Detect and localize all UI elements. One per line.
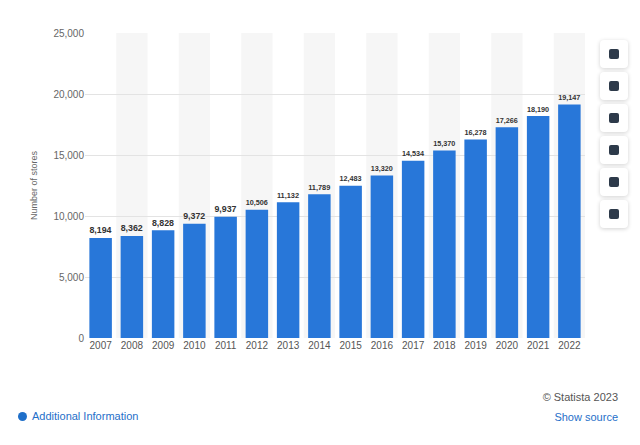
svg-text:2021: 2021	[527, 340, 550, 351]
svg-text:8,194: 8,194	[89, 225, 111, 235]
svg-text:8,828: 8,828	[152, 218, 174, 228]
svg-text:2016: 2016	[371, 340, 394, 351]
svg-text:2017: 2017	[402, 340, 425, 351]
html-text:Additional Information: Additional Information	[32, 410, 139, 422]
svg-text:2009: 2009	[152, 340, 175, 351]
svg-text:2020: 2020	[496, 340, 519, 351]
svg-text:9,937: 9,937	[214, 204, 236, 214]
svg-text:2015: 2015	[340, 340, 363, 351]
svg-text:2012: 2012	[246, 340, 269, 351]
svg-text:18,190: 18,190	[527, 105, 549, 114]
svg-text:11,132: 11,132	[277, 191, 299, 200]
svg-text:2007: 2007	[90, 340, 113, 351]
svg-text:Number of stores: Number of stores	[29, 150, 39, 220]
svg-text:9,372: 9,372	[183, 211, 205, 221]
svg-text:16,278: 16,278	[464, 128, 486, 137]
svg-text:2013: 2013	[277, 340, 300, 351]
svg-text:15,000: 15,000	[53, 150, 84, 161]
svg-text:2010: 2010	[183, 340, 206, 351]
svg-text:19,147: 19,147	[558, 93, 580, 102]
svg-text:10,000: 10,000	[53, 211, 84, 222]
svg-text:2019: 2019	[465, 340, 488, 351]
html-text:Show source: Show source	[554, 411, 618, 423]
svg-text:15,370: 15,370	[433, 139, 455, 148]
svg-text:12,483: 12,483	[339, 174, 361, 183]
svg-text:8,362: 8,362	[121, 223, 143, 233]
svg-text:2008: 2008	[121, 340, 144, 351]
svg-text:2014: 2014	[308, 340, 331, 351]
svg-text:0: 0	[78, 333, 84, 344]
svg-text:13,320: 13,320	[371, 164, 393, 173]
svg-text:17,266: 17,266	[496, 116, 518, 125]
html-text:© Statista 2023: © Statista 2023	[542, 391, 618, 403]
svg-text:20,000: 20,000	[53, 89, 84, 100]
svg-text:5,000: 5,000	[59, 272, 84, 283]
svg-text:2018: 2018	[433, 340, 456, 351]
svg-text:2011: 2011	[215, 340, 237, 351]
svg-text:14,534: 14,534	[402, 149, 424, 158]
svg-text:10,506: 10,506	[246, 198, 268, 207]
svg-text:11,789: 11,789	[308, 183, 330, 192]
svg-text:25,000: 25,000	[53, 28, 84, 39]
svg-text:2022: 2022	[558, 340, 581, 351]
